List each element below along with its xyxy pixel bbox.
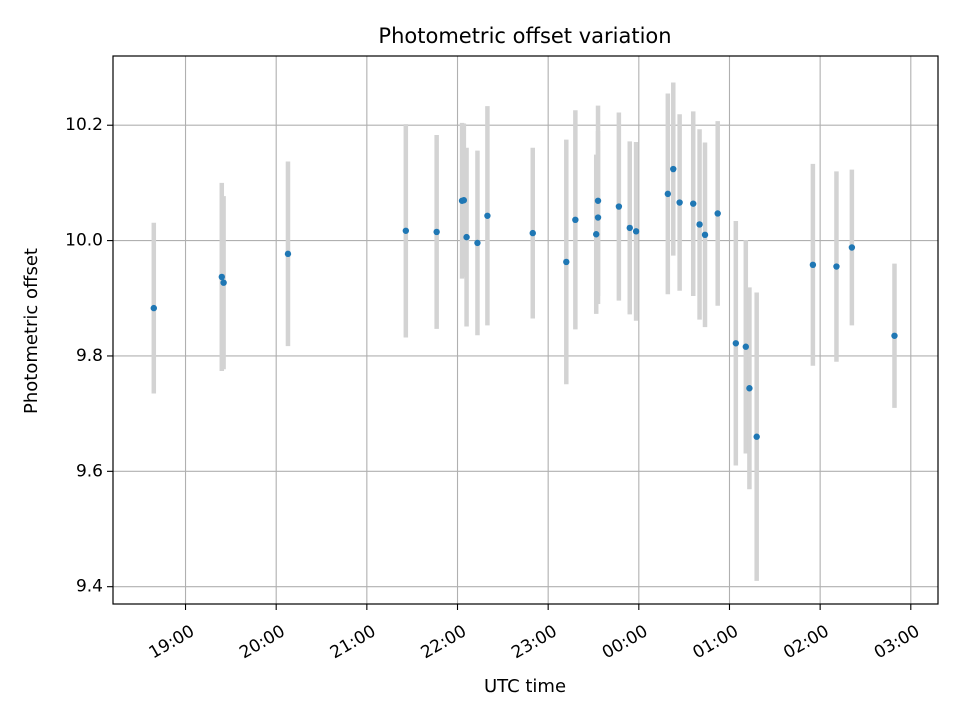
data-markers (150, 165, 898, 440)
data-point (632, 228, 640, 235)
data-point (402, 227, 410, 234)
plot-area-frame (112, 55, 939, 605)
data-point (460, 197, 468, 204)
data-point (701, 231, 709, 239)
data-point (463, 233, 470, 241)
data-point (220, 279, 227, 286)
data-point (626, 224, 633, 232)
chart-title: Photometric offset variation (378, 24, 671, 48)
grid (113, 56, 938, 604)
data-point (563, 258, 570, 266)
y-tick-label: 9.6 (76, 461, 103, 481)
data-point (746, 385, 753, 392)
data-point (690, 200, 697, 207)
data-point (714, 210, 721, 217)
data-point (284, 250, 292, 258)
data-point (594, 214, 602, 221)
data-point (150, 304, 157, 312)
data-point (218, 273, 225, 281)
data-point (732, 340, 740, 347)
data-point (572, 216, 579, 224)
data-point (593, 231, 600, 238)
data-point (529, 229, 536, 237)
data-point (809, 261, 817, 269)
data-point (742, 343, 750, 350)
data-point (474, 239, 481, 247)
data-point (833, 263, 840, 270)
data-point (696, 221, 703, 228)
data-point (753, 433, 760, 440)
data-point (594, 197, 602, 204)
data-point (848, 244, 856, 251)
data-point (676, 199, 683, 206)
y-tick-label: 9.4 (76, 577, 103, 597)
y-tick-label: 9.8 (76, 346, 103, 366)
data-point (664, 190, 672, 198)
y-tick-label: 10.2 (65, 115, 103, 135)
data-point (484, 212, 491, 219)
data-point (615, 203, 623, 210)
data-point (670, 165, 677, 173)
data-point (433, 228, 440, 236)
y-tick-label: 10.0 (65, 231, 103, 251)
y-axis-label: Photometric offset (21, 248, 42, 414)
x-axis-label: UTC time (484, 676, 566, 697)
data-point (891, 332, 898, 339)
